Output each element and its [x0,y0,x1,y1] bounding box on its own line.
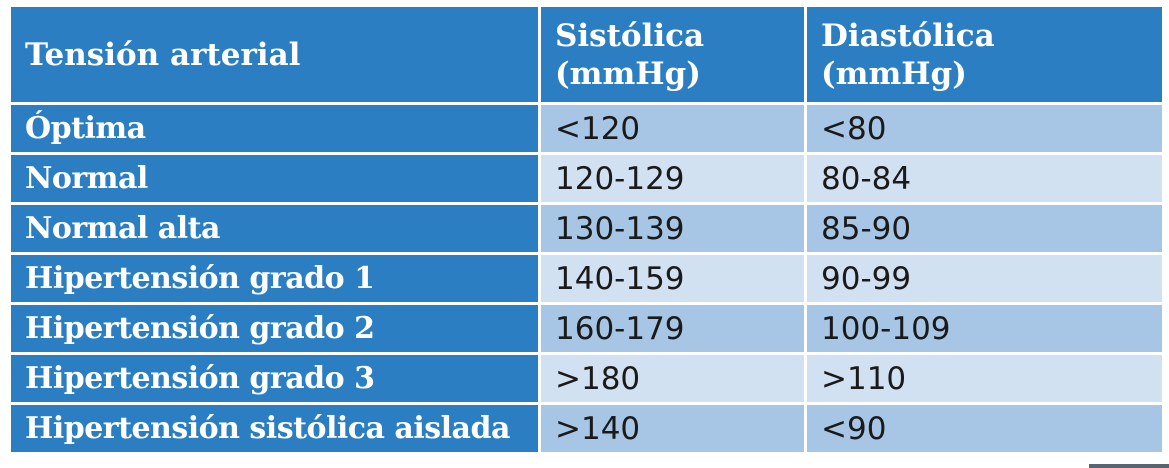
systolic-value: >180 [538,352,807,405]
diastolic-value: >110 [804,352,1165,405]
row-label: Normal [8,152,541,205]
table-header: Tensión arterial Sistólica (mmHg) Diastó… [8,4,1165,105]
diastolic-value: 100-109 [804,302,1165,355]
blood-pressure-table-container: Tensión arterial Sistólica (mmHg) Diastó… [8,4,1165,455]
diastolic-value: <80 [804,102,1165,155]
blood-pressure-table: Tensión arterial Sistólica (mmHg) Diastó… [8,4,1165,455]
table-row: Hipertensión grado 2 160-179 100-109 [8,302,1165,355]
systolic-value: 160-179 [538,302,807,355]
header-blood-pressure: Tensión arterial [8,4,541,105]
table-body: Óptima <120 <80 Normal 120-129 80-84 Nor… [8,102,1165,455]
row-label: Hipertensión sistólica aislada [8,402,541,455]
row-label: Óptima [8,102,541,155]
table-row: Normal alta 130-139 85-90 [8,202,1165,255]
systolic-value: 140-159 [538,252,807,305]
row-label: Normal alta [8,202,541,255]
header-systolic: Sistólica (mmHg) [538,4,807,105]
systolic-value: >140 [538,402,807,455]
diastolic-value: 80-84 [804,152,1165,205]
header-diastolic: Diastólica (mmHg) [804,4,1165,105]
table-row: Óptima <120 <80 [8,102,1165,155]
table-row: Normal 120-129 80-84 [8,152,1165,205]
diastolic-value: <90 [804,402,1165,455]
row-label: Hipertensión grado 3 [8,352,541,405]
systolic-value: 130-139 [538,202,807,255]
row-label: Hipertensión grado 1 [8,252,541,305]
corner-bar-decoration [1089,464,1169,468]
table-row: Hipertensión sistólica aislada >140 <90 [8,402,1165,455]
table-row: Hipertensión grado 1 140-159 90-99 [8,252,1165,305]
row-label: Hipertensión grado 2 [8,302,541,355]
systolic-value: 120-129 [538,152,807,205]
diastolic-value: 90-99 [804,252,1165,305]
header-systolic-line2: (mmHg) [555,55,701,92]
table-row: Hipertensión grado 3 >180 >110 [8,352,1165,405]
header-row: Tensión arterial Sistólica (mmHg) Diastó… [8,4,1165,105]
header-systolic-line1: Sistólica [555,17,705,54]
systolic-value: <120 [538,102,807,155]
diastolic-value: 85-90 [804,202,1165,255]
